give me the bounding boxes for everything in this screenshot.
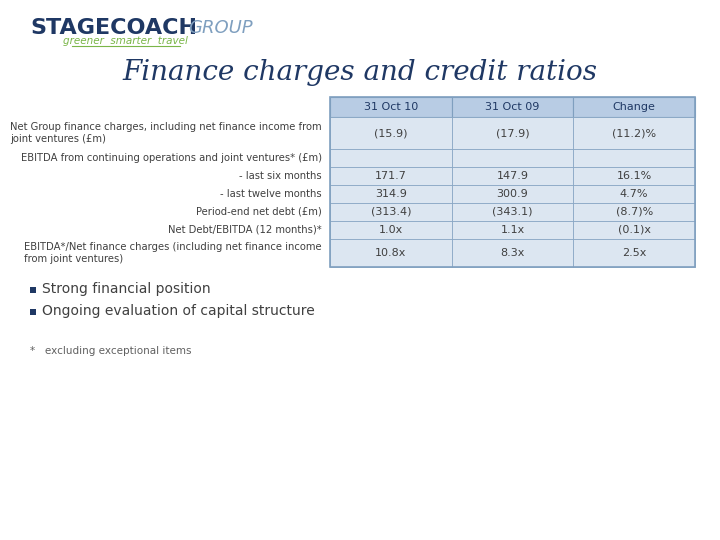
Bar [451,185,573,203]
Text: 10.8x: 10.8x [375,248,407,258]
Bar [573,239,695,267]
Bar [451,203,573,221]
Bar [330,167,451,185]
Bar [330,185,451,203]
Text: 314.9: 314.9 [375,189,407,199]
Text: STAGECOACH: STAGECOACH [30,18,197,38]
Text: (17.9): (17.9) [495,128,529,138]
Text: 1.0x: 1.0x [379,225,403,235]
Bar [573,97,695,117]
Text: EBITDA*/Net finance charges (including net finance income
from joint ventures): EBITDA*/Net finance charges (including n… [24,242,322,264]
Text: 1.1x: 1.1x [500,225,525,235]
Text: - last six months: - last six months [239,171,322,181]
Text: 300.9: 300.9 [497,189,528,199]
Bar [330,203,451,221]
Text: Change: Change [613,102,656,112]
Text: *: * [130,41,131,42]
Text: Period-end net debt (£m): Period-end net debt (£m) [197,207,322,217]
Text: 2.5x: 2.5x [622,248,647,258]
Text: 171.7: 171.7 [375,171,407,181]
Bar [573,221,695,239]
Text: Finance charges and credit ratios: Finance charges and credit ratios [122,58,598,85]
Text: 147.9: 147.9 [497,171,528,181]
Text: - last twelve months: - last twelve months [220,189,322,199]
Text: Strong financial position: Strong financial position [42,282,211,296]
Text: (343.1): (343.1) [492,207,533,217]
Bar [330,149,451,167]
Bar [451,167,573,185]
Bar [451,221,573,239]
Bar [330,221,451,239]
Text: Net Group finance charges, including net finance income from
joint ventures (£m): Net Group finance charges, including net… [10,122,322,144]
Text: 4.7%: 4.7% [620,189,649,199]
Text: greener  smarter  travel: greener smarter travel [63,36,187,46]
Text: 16.1%: 16.1% [616,171,652,181]
Bar [451,149,573,167]
Bar [451,239,573,267]
Text: GROUP: GROUP [188,19,253,37]
Text: (11.2)%: (11.2)% [612,128,656,138]
Bar [330,97,451,117]
Text: Net Debt/EBITDA (12 months)*: Net Debt/EBITDA (12 months)* [168,225,322,235]
Text: (313.4): (313.4) [371,207,411,217]
Text: Ongoing evaluation of capital structure: Ongoing evaluation of capital structure [42,304,315,318]
Text: (15.9): (15.9) [374,128,408,138]
Bar [330,239,451,267]
Bar [451,97,573,117]
Bar [451,117,573,149]
Bar [573,167,695,185]
Bar [573,117,695,149]
Bar [573,185,695,203]
Bar [573,149,695,167]
Bar [30,309,36,315]
Text: EBITDA from continuing operations and joint ventures* (£m): EBITDA from continuing operations and jo… [21,153,322,163]
Text: 8.3x: 8.3x [500,248,525,258]
Text: (8.7)%: (8.7)% [616,207,653,217]
Text: *   excluding exceptional items: * excluding exceptional items [30,346,192,356]
Text: 31 Oct 09: 31 Oct 09 [485,102,540,112]
Bar [573,203,695,221]
Bar [330,97,695,267]
Text: (0.1)x: (0.1)x [618,225,651,235]
Text: 31 Oct 10: 31 Oct 10 [364,102,418,112]
Bar [330,117,451,149]
Bar [30,287,36,293]
